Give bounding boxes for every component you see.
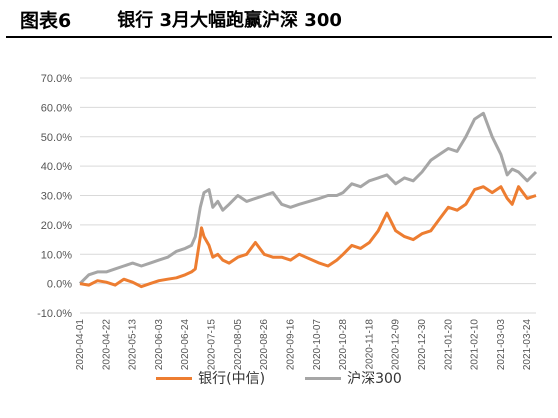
x-tick-label: 2020-05-13 [128,319,139,370]
line-chart: -10.0% 0.0% 10.0% 20.0% 30.0% 40.0% 50.0% 60.0%… [37,73,538,370]
y-tick-label: 20.0% [41,220,72,232]
y-tick-label: 40.0% [41,161,72,173]
y-tick-label: 60.0% [41,102,72,114]
x-tick-label: 2020-12-30 [417,319,428,370]
figure-label: 图表6 [20,9,72,32]
y-tick-label: -10.0% [37,308,72,320]
x-tick-label: 2021-03-24 [522,319,533,370]
x-tick-label: 2020-10-07 [312,319,323,370]
y-tick-label: 0.0% [47,279,72,291]
chart-legend: 银行(中信) 沪深300 [0,368,558,388]
figure-title-bar: 图表6 银行 3月大幅跑赢沪深 300 [6,2,552,38]
chart-series [78,111,538,289]
x-tick-label: 2020-04-01 [75,319,86,370]
legend-item-bank: 银行(中信) [156,368,265,388]
y-tick-label: 50.0% [41,132,72,144]
series-line-hs300 [78,111,538,285]
x-tick-label: 2020-07-15 [207,319,218,370]
x-tick-label: 2020-06-24 [180,319,191,370]
x-tick-label: 2020-04-22 [101,319,112,370]
x-tick-label: 2020-08-05 [233,319,244,370]
x-tick-label: 2021-02-10 [470,319,481,370]
y-tick-label: 70.0% [41,73,72,85]
y-axis: -10.0% 0.0% 10.0% 20.0% 30.0% 40.0% 50.0% 60.0%… [37,73,72,320]
legend-item-hs300: 沪深300 [305,368,402,388]
figure-title: 银行 3月大幅跑赢沪深 300 [117,10,342,31]
x-axis: 2020-04-01 2020-04-22 2020-05-13 2020-06-03… [75,319,533,370]
x-tick-label: 2020-12-09 [391,319,402,370]
x-tick-label: 2020-08-26 [259,319,270,370]
y-tick-label: 30.0% [41,191,72,203]
x-tick-label: 2020-10-28 [338,319,349,370]
x-tick-label: 2021-03-03 [496,319,507,370]
x-tick-label: 2020-09-16 [285,319,296,370]
y-tick-label: 10.0% [41,249,72,261]
legend-swatch-bank [156,376,193,380]
legend-label-hs300: 沪深300 [347,371,402,387]
legend-swatch-hs300 [305,376,342,380]
series-line-bank [79,185,537,289]
legend-label-bank: 银行(中信) [198,371,266,387]
x-tick-label: 2020-06-03 [154,319,165,370]
chart-gridlines [80,77,536,314]
x-tick-label: 2021-01-20 [443,319,454,370]
x-tick-label: 2020-11-18 [364,319,375,370]
